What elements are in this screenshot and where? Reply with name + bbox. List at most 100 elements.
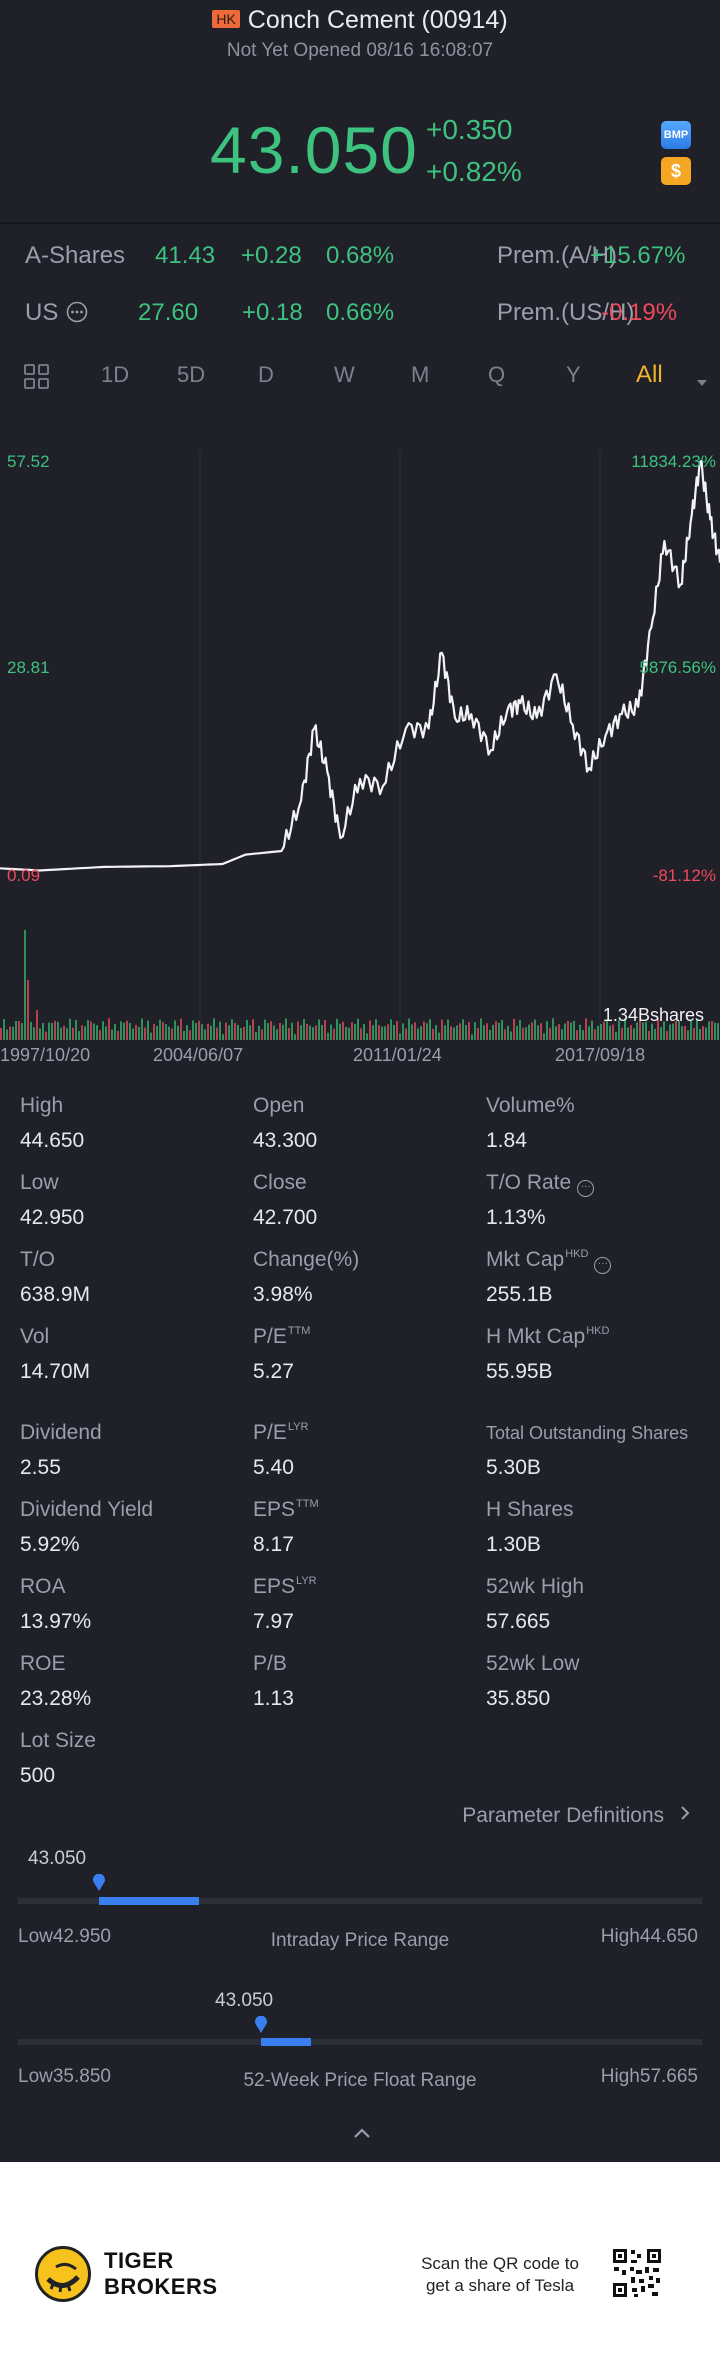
price-change: +0.350 [426, 114, 513, 145]
volume-bar [435, 1025, 437, 1040]
stat-label: Vol [20, 1325, 50, 1348]
bmp-icon[interactable]: BMP [661, 121, 691, 149]
intraday-caption: Intraday Price Range [270, 1930, 450, 1951]
volume-bar [195, 1022, 197, 1040]
volume-bar [63, 1025, 65, 1040]
tab-1d[interactable]: 1D [101, 362, 130, 387]
volume-bar [0, 1028, 2, 1040]
dollar-icon[interactable]: $ [661, 157, 691, 185]
volume-bar [381, 1026, 383, 1040]
more-info-icon[interactable]: ··· [594, 1257, 612, 1274]
price-chart[interactable]: 57.52 28.81 0.09 11834.23% 5876.56% -81.… [0, 420, 720, 1060]
tab-5d[interactable]: 5D [177, 362, 206, 387]
volume-bar [39, 1028, 41, 1040]
volume-bar [549, 1027, 551, 1040]
stat-label: T/O Rate [486, 1171, 572, 1194]
volume-bar [153, 1023, 155, 1040]
stat-label: 52wk High [486, 1575, 585, 1598]
volume-bar [282, 1024, 284, 1040]
stat-label: EPS [253, 1498, 296, 1521]
more-icon[interactable] [66, 301, 88, 330]
volume-bar [321, 1025, 323, 1040]
volume-bar [636, 1022, 638, 1040]
chart-layout-icon[interactable] [24, 364, 50, 396]
volume-bar [201, 1024, 203, 1040]
right-axis-low: -81.12% [652, 866, 716, 885]
volume-bar [699, 1028, 701, 1040]
intraday-range-track [18, 1898, 702, 1904]
volume-bar [405, 1028, 407, 1040]
volume-bar [663, 1021, 665, 1040]
tab-all[interactable]: All [636, 361, 663, 388]
parameter-definitions-link[interactable]: Parameter Definitions [462, 1803, 690, 1828]
wk52-high: High57.665 [600, 2066, 698, 2087]
volume-bar [225, 1022, 227, 1040]
stat-value: 7.97 [253, 1610, 294, 1633]
volume-bar [594, 1029, 596, 1040]
volume-bar [567, 1020, 569, 1040]
volume-bar [483, 1025, 485, 1040]
volume-bar [468, 1022, 470, 1040]
tab-q[interactable]: Q [488, 362, 506, 387]
stat-label-with-sup: EPSLYR [253, 1575, 317, 1599]
volume-bar [576, 1030, 578, 1040]
location-pin-icon [254, 2015, 268, 2034]
volume-label: 1.34Bshares [602, 1005, 704, 1025]
tab-y[interactable]: Y [566, 362, 581, 387]
volume-bar [237, 1024, 239, 1040]
us-row[interactable]: US 27.60 +0.18 0.66% Prem.(US/H) -0.19% [0, 289, 720, 339]
tab-w[interactable]: W [334, 362, 355, 387]
volume-bar [162, 1022, 164, 1040]
volume-bar [66, 1028, 68, 1040]
volume-bar [618, 1020, 620, 1040]
qr-code-icon[interactable] [612, 2248, 662, 2298]
volume-bar [531, 1022, 533, 1040]
volume-bar [60, 1027, 62, 1040]
volume-bar [348, 1027, 350, 1040]
volume-bar [123, 1022, 125, 1040]
volume-bar [660, 1027, 662, 1040]
tab-d[interactable]: D [258, 362, 274, 387]
volume-bar [561, 1029, 563, 1040]
volume-bar [444, 1025, 446, 1040]
intraday-low: Low42.950 [18, 1926, 111, 1947]
stat-label: P/E [253, 1325, 287, 1348]
stat-label: Mkt Cap [486, 1248, 565, 1271]
last-price: 43.050 [210, 113, 418, 187]
stat-value: 255.1B [486, 1283, 553, 1306]
volume-bar [312, 1027, 314, 1040]
volume-bar [522, 1027, 524, 1040]
stat-value: 1.84 [486, 1129, 527, 1152]
chevron-down-icon[interactable] [696, 368, 708, 394]
stat-label: Dividend Yield [20, 1498, 154, 1521]
volume-bar [408, 1018, 410, 1040]
volume-bar [21, 1023, 23, 1040]
prem-us-label: Prem.(US/H) [497, 299, 635, 326]
stat-label: H Mkt Cap [486, 1325, 586, 1348]
wk52-low: Low35.850 [18, 2066, 111, 2087]
volume-bar [375, 1019, 377, 1040]
volume-bar [543, 1033, 545, 1040]
volume-bar [54, 1020, 56, 1040]
stat-value: 500 [20, 1764, 56, 1787]
volume-bar [177, 1025, 179, 1040]
more-info-icon[interactable]: ··· [577, 1180, 595, 1197]
volume-bar [423, 1021, 425, 1040]
intraday-high: High44.650 [600, 1926, 698, 1947]
volume-bar [525, 1027, 527, 1040]
us-change: +0.18 [242, 299, 303, 326]
volume-bar [696, 1018, 698, 1040]
collapse-chevron-icon[interactable] [353, 2126, 371, 2144]
volume-bar [273, 1025, 275, 1040]
left-axis-high: 57.52 [7, 452, 50, 471]
a-shares-row[interactable]: A-Shares 41.43 +0.28 0.68% Prem.(A/H) +1… [0, 232, 720, 282]
volume-bar [156, 1025, 158, 1040]
tab-m[interactable]: M [411, 362, 430, 387]
volume-bar [318, 1019, 320, 1040]
volume-bar [717, 1023, 719, 1040]
volume-bar [135, 1024, 137, 1040]
volume-bar [132, 1028, 134, 1040]
volume-bar [285, 1018, 287, 1040]
stat-value: 57.665 [486, 1610, 551, 1633]
volume-bar [108, 1018, 110, 1040]
